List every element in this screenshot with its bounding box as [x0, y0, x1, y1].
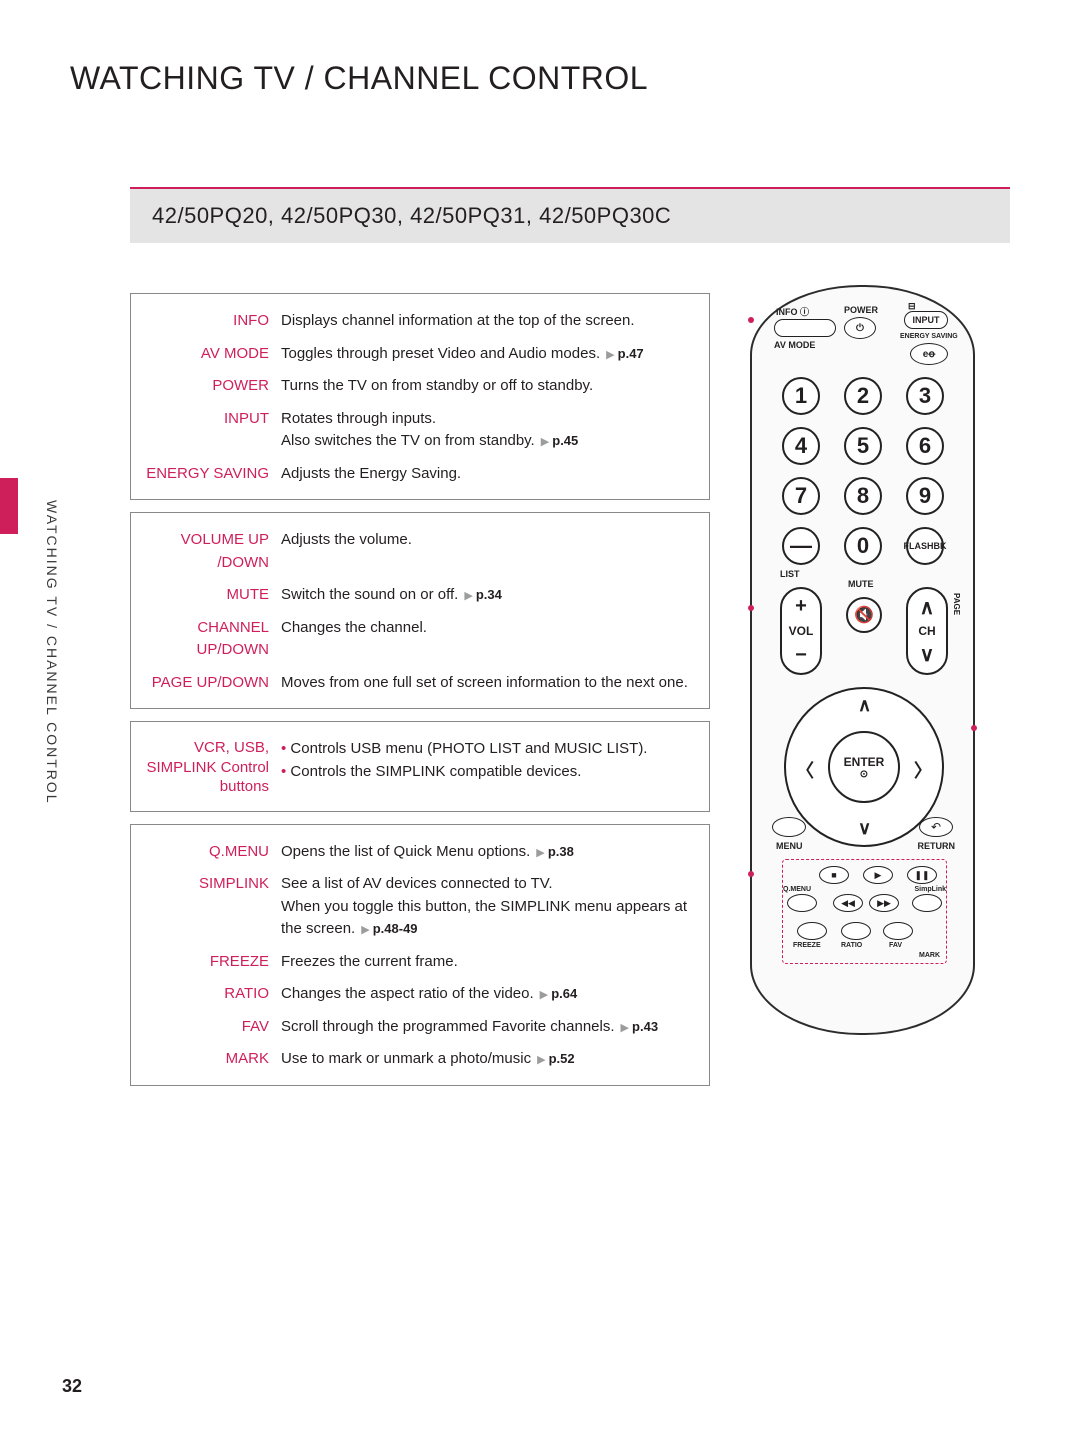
menu-button[interactable]	[772, 817, 806, 837]
page-number: 32	[62, 1376, 82, 1397]
playback-button-group: ■ ▶ ❚❚ Q.MENU ◀◀ ▶▶ SimpLink FREEZE RATI…	[782, 859, 947, 964]
stop-button[interactable]: ■	[819, 866, 849, 884]
section-box: VCR, USB, SIMPLINK Control buttons Contr…	[130, 721, 710, 812]
row-label: SIMPLINK	[143, 873, 281, 941]
row-desc: Toggles through preset Video and Audio m…	[281, 343, 697, 366]
simplink-button[interactable]	[912, 894, 942, 912]
mute-button[interactable]: 🔇	[846, 597, 882, 633]
avmode-label: AV MODE	[774, 340, 815, 350]
freeze-button[interactable]	[797, 922, 827, 940]
rewind-button[interactable]: ◀◀	[833, 894, 863, 912]
row-desc: Changes the aspect ratio of the video.p.…	[281, 983, 697, 1006]
dash-button[interactable]: —	[782, 527, 820, 565]
freeze-label: FREEZE	[793, 942, 821, 949]
num-0-button[interactable]: 0	[844, 527, 882, 565]
ratio-label: RATIO	[841, 942, 862, 949]
side-tab-accent	[0, 478, 18, 534]
page-label: PAGE	[952, 593, 961, 615]
power-label: POWER	[844, 305, 878, 315]
energy-saving-button[interactable]: eꝋ	[910, 343, 948, 365]
num-5-button[interactable]: 5	[844, 427, 882, 465]
menu-label: MENU	[776, 841, 803, 851]
row-label: POWER	[143, 375, 281, 398]
nav-up-icon[interactable]: ∧	[858, 695, 871, 716]
section-box: VOLUME UP /DOWN Adjusts the volume. MUTE…	[130, 512, 710, 709]
flashbk-button[interactable]: FLASHBK	[906, 527, 944, 565]
return-label: RETURN	[918, 841, 956, 851]
nav-left-icon[interactable]: 〈	[796, 757, 814, 783]
row-desc: Displays channel information at the top …	[281, 310, 697, 333]
row-label: INPUT	[143, 408, 281, 453]
simplink-label: SimpLink	[914, 886, 946, 893]
row-desc: Moves from one full set of screen inform…	[281, 672, 697, 695]
volume-rocker[interactable]: + VOL −	[780, 587, 822, 675]
info-label: INFO ⓘ	[776, 305, 809, 318]
qmenu-button[interactable]	[787, 894, 817, 912]
num-1-button[interactable]: 1	[782, 377, 820, 415]
enter-button[interactable]: ENTER ⊙	[828, 731, 900, 803]
row-label: RATIO	[143, 983, 281, 1006]
row-label: VCR, USB, SIMPLINK Control buttons	[143, 738, 281, 797]
list-label: LIST	[780, 569, 800, 579]
connector-dot	[748, 317, 754, 323]
row-desc: Adjusts the Energy Saving.	[281, 463, 697, 486]
power-button[interactable]: ⏻	[844, 317, 876, 339]
mute-label: MUTE	[848, 579, 874, 589]
play-button[interactable]: ▶	[863, 866, 893, 884]
num-3-button[interactable]: 3	[906, 377, 944, 415]
row-label: Q.MENU	[143, 841, 281, 864]
row-label: FAV	[143, 1016, 281, 1039]
side-tab-text: WATCHING TV / CHANNEL CONTROL	[44, 500, 60, 805]
page-title: WATCHING TV / CHANNEL CONTROL	[70, 60, 1010, 97]
row-label: PAGE UP/DOWN	[143, 672, 281, 695]
model-header: 42/50PQ20, 42/50PQ30, 42/50PQ31, 42/50PQ…	[130, 187, 1010, 243]
return-button[interactable]: ↶	[919, 817, 953, 837]
row-label: INFO	[143, 310, 281, 333]
descriptions-column: INFO Displays channel information at the…	[130, 293, 710, 1098]
row-label: ENERGY SAVING	[143, 463, 281, 486]
fav-label: FAV	[889, 942, 902, 949]
row-desc: Turns the TV on from standby or off to s…	[281, 375, 697, 398]
energy-saving-label: ENERGY SAVING	[900, 333, 958, 340]
nav-down-icon[interactable]: ∨	[858, 818, 871, 839]
row-desc: Controls USB menu (PHOTO LIST and MUSIC …	[281, 738, 697, 797]
num-9-button[interactable]: 9	[906, 477, 944, 515]
row-desc: See a list of AV devices connected to TV…	[281, 873, 697, 941]
pause-button[interactable]: ❚❚	[907, 866, 937, 884]
num-2-button[interactable]: 2	[844, 377, 882, 415]
qmenu-label: Q.MENU	[783, 886, 811, 893]
section-box: INFO Displays channel information at the…	[130, 293, 710, 500]
row-label: FREEZE	[143, 951, 281, 974]
ratio-button[interactable]	[841, 922, 871, 940]
num-8-button[interactable]: 8	[844, 477, 882, 515]
connector-dot	[748, 871, 754, 877]
mark-label: MARK	[919, 952, 940, 959]
row-label: VOLUME UP /DOWN	[143, 529, 281, 574]
row-label: MARK	[143, 1048, 281, 1071]
channel-rocker[interactable]: ∧ CH ∨	[906, 587, 948, 675]
row-label: CHANNEL UP/DOWN	[143, 617, 281, 662]
row-desc: Scroll through the programmed Favorite c…	[281, 1016, 697, 1039]
fav-button[interactable]	[883, 922, 913, 940]
num-4-button[interactable]: 4	[782, 427, 820, 465]
row-label: AV MODE	[143, 343, 281, 366]
connector-dot	[748, 605, 754, 611]
num-6-button[interactable]: 6	[906, 427, 944, 465]
row-desc: Adjusts the volume.	[281, 529, 697, 574]
remote-control-diagram: INFO ⓘ POWER ⊟ INPUT ⏻ AV MODE ENERGY SA…	[750, 285, 975, 1035]
section-box: Q.MENU Opens the list of Quick Menu opti…	[130, 824, 710, 1086]
nav-right-icon[interactable]: 〉	[914, 757, 932, 783]
input-button[interactable]: INPUT	[904, 311, 948, 329]
row-desc: Opens the list of Quick Menu options.p.3…	[281, 841, 697, 864]
row-desc: Rotates through inputs.Also switches the…	[281, 408, 697, 453]
row-label: MUTE	[143, 584, 281, 607]
info-avmode-pill[interactable]	[774, 319, 836, 337]
row-desc: Freezes the current frame.	[281, 951, 697, 974]
num-7-button[interactable]: 7	[782, 477, 820, 515]
row-desc: Switch the sound on or off.p.34	[281, 584, 697, 607]
forward-button[interactable]: ▶▶	[869, 894, 899, 912]
row-desc: Use to mark or unmark a photo/musicp.52	[281, 1048, 697, 1071]
connector-dot	[971, 725, 977, 731]
row-desc: Changes the channel.	[281, 617, 697, 662]
